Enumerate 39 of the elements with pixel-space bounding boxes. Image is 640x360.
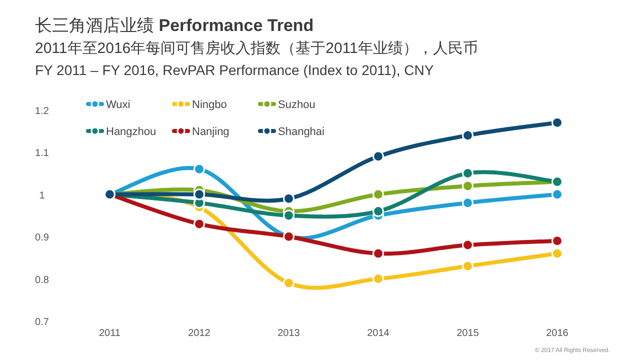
x-tick-label: 2012 <box>188 328 211 339</box>
legend-label: Ningbo <box>192 99 227 111</box>
x-tick-label: 2014 <box>367 328 390 339</box>
legend-label: Hangzhou <box>106 126 156 138</box>
point <box>372 150 384 162</box>
point <box>552 188 563 200</box>
x-tick-label: 2013 <box>278 328 300 339</box>
x-tick-label: 2011 <box>98 328 121 339</box>
point <box>283 192 294 204</box>
point <box>462 180 474 192</box>
point <box>462 130 474 142</box>
legend-label: Shanghai <box>278 126 324 138</box>
y-tick-label: 0.9 <box>35 232 50 244</box>
legend-label: Wuxi <box>106 99 130 111</box>
point <box>372 248 384 260</box>
x-tick-label: 2015 <box>456 328 480 339</box>
y-tick-label: 1 <box>39 190 46 202</box>
legend-label: Suzhou <box>278 99 316 111</box>
point <box>194 163 205 175</box>
chart-subtitle: 2011年至2016年每间可售房收入指数（基于2011年业绩），人民币 FY 2011 – FY 2016, RevPAR Performance (Index to 2011), CNY <box>35 40 478 78</box>
y-tick-label: 0.7 <box>35 317 50 328</box>
point <box>552 235 563 247</box>
point <box>462 239 474 251</box>
y-tick-label: 1.2 <box>35 106 50 117</box>
y-tick-label: 0.8 <box>35 274 50 286</box>
point <box>194 218 205 230</box>
point <box>372 206 384 218</box>
point <box>283 277 294 289</box>
point <box>372 188 384 200</box>
point <box>194 188 205 200</box>
point <box>552 248 563 260</box>
point <box>552 116 563 128</box>
y-tick-label: 1.1 <box>35 148 50 160</box>
point <box>283 210 294 222</box>
x-tick-label: 2016 <box>546 328 569 339</box>
chart-title: 长三角酒店业绩 Performance Trend <box>35 16 314 35</box>
legend-label: Nanjing <box>192 126 230 138</box>
point <box>462 197 474 209</box>
point <box>462 260 474 272</box>
